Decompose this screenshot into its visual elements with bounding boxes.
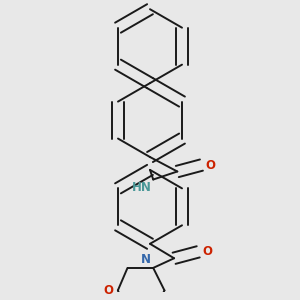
Text: O: O bbox=[205, 159, 215, 172]
Text: N: N bbox=[141, 253, 151, 266]
Text: O: O bbox=[103, 284, 113, 297]
Text: O: O bbox=[202, 245, 212, 258]
Text: HN: HN bbox=[132, 181, 152, 194]
